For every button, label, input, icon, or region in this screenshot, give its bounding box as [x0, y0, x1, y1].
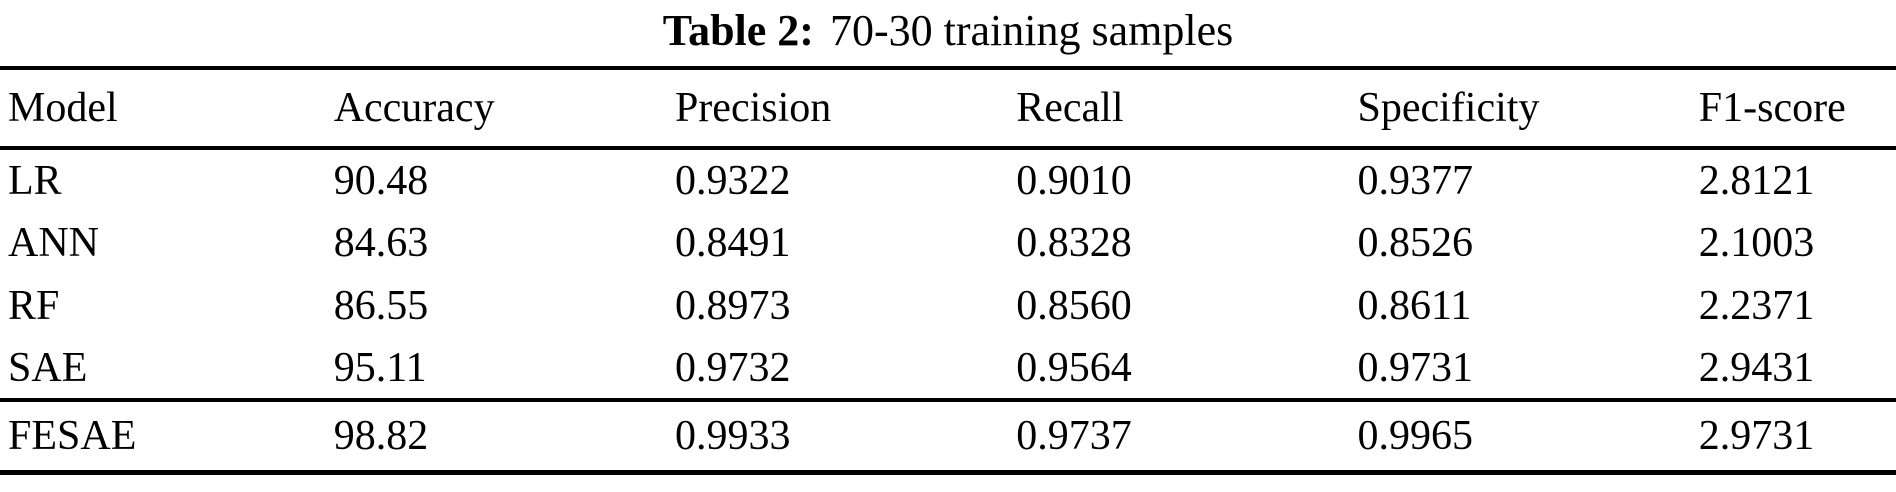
cell-accuracy: 98.82 [333, 412, 429, 459]
results-table: Model Accuracy Precision Recall Specific… [0, 66, 1896, 475]
cell-specificity: 0.9965 [1357, 412, 1473, 459]
cell-recall: 0.8560 [1016, 282, 1132, 329]
column-header-f1-score: F1-score [1698, 85, 1846, 131]
cell-precision: 0.8973 [674, 282, 791, 329]
cell-specificity: 0.9377 [1357, 157, 1473, 204]
cell-accuracy: 95.11 [333, 344, 427, 391]
table-caption-label: Table 2: [662, 6, 814, 55]
cell-accuracy: 86.55 [333, 282, 429, 329]
cell-f1-score: 2.2371 [1698, 282, 1815, 329]
cell-specificity: 0.8526 [1357, 219, 1473, 266]
cell-f1-score: 2.8121 [1698, 157, 1815, 204]
table-caption-text: 70-30 training samples [829, 6, 1234, 55]
cell-specificity: 0.8611 [1357, 282, 1472, 329]
column-header-accuracy: Accuracy [333, 85, 495, 131]
cell-recall: 0.8328 [1016, 219, 1132, 266]
cell-recall: 0.9010 [1016, 157, 1132, 204]
cell-model: RF [8, 282, 60, 329]
cell-accuracy: 90.48 [333, 157, 429, 204]
table-row-sae: SAE 95.11 0.9732 0.9564 0.9731 2.9431 [0, 337, 1896, 400]
cell-specificity: 0.9731 [1357, 344, 1473, 391]
column-header-specificity: Specificity [1357, 85, 1540, 131]
cell-accuracy: 84.63 [333, 219, 429, 266]
table-caption: Table 2: 70-30 training samples [0, 0, 1896, 66]
column-header-recall: Recall [1016, 85, 1124, 131]
table-header-row: Model Accuracy Precision Recall Specific… [0, 68, 1896, 148]
table-row-lr: LR 90.48 0.9322 0.9010 0.9377 2.8121 [0, 148, 1896, 211]
cell-model: FESAE [8, 412, 137, 459]
cell-model: SAE [8, 344, 88, 391]
cell-f1-score: 2.9731 [1698, 412, 1815, 459]
table-row-ann: ANN 84.63 0.8491 0.8328 0.8526 2.1003 [0, 211, 1896, 274]
cell-precision: 0.9732 [674, 344, 791, 391]
cell-precision: 0.9322 [674, 157, 791, 204]
table-row-rf: RF 86.55 0.8973 0.8560 0.8611 2.2371 [0, 274, 1896, 337]
column-header-model: Model [8, 85, 118, 131]
column-header-precision: Precision [674, 85, 832, 131]
cell-f1-score: 2.1003 [1698, 219, 1815, 266]
cell-model: ANN [8, 219, 99, 266]
cell-recall: 0.9737 [1016, 412, 1132, 459]
cell-f1-score: 2.9431 [1698, 344, 1815, 391]
table-row-fesae: FESAE 98.82 0.9933 0.9737 0.9965 2.9731 [0, 400, 1896, 472]
cell-model: LR [8, 157, 62, 204]
cell-recall: 0.9564 [1016, 344, 1132, 391]
cell-precision: 0.9933 [674, 412, 791, 459]
cell-precision: 0.8491 [674, 219, 791, 266]
